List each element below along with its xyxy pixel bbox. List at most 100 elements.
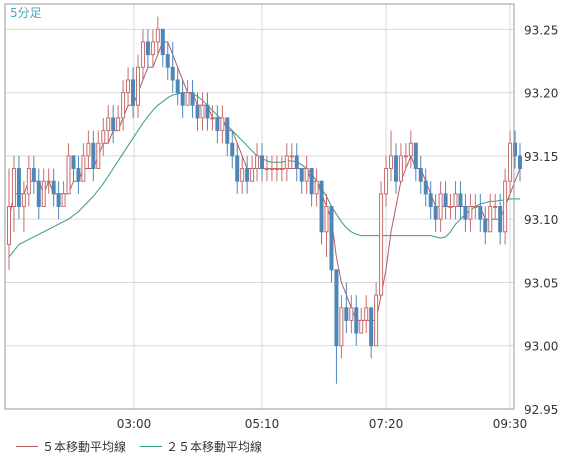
candle-body-down xyxy=(190,92,195,106)
candle-body-up xyxy=(11,168,16,207)
candle-body-down xyxy=(329,206,334,271)
candle-body-up xyxy=(66,155,71,195)
candle-body-down xyxy=(56,193,61,207)
candle-body-up xyxy=(274,168,279,171)
candle-body-down xyxy=(294,155,299,170)
candle-body-down xyxy=(319,180,324,233)
candle-body-up xyxy=(389,155,394,170)
moving-average-lines xyxy=(8,41,521,321)
legend-label-ma25: ２５本移動平均線 xyxy=(166,440,263,454)
x-tick-label: 07:20 xyxy=(369,417,404,431)
candle-body-up xyxy=(403,155,408,158)
candle-body-up xyxy=(314,180,319,195)
candle-body-up xyxy=(508,142,513,182)
legend-swatch-ma5 xyxy=(16,446,38,447)
candle-body-up xyxy=(269,168,274,171)
y-tick-label: 93.05 xyxy=(524,276,558,290)
candle-body-down xyxy=(344,307,349,321)
candle-body-up xyxy=(304,168,309,182)
candle-body-up xyxy=(359,319,364,334)
candle-body-down xyxy=(498,206,503,233)
candle-body-down xyxy=(260,155,265,170)
candle-body-up xyxy=(473,206,478,208)
plot-frame xyxy=(4,3,515,410)
legend-item-ma25: ２５本移動平均線 xyxy=(140,438,262,455)
y-tick-label: 93.00 xyxy=(524,340,558,354)
candle-body-up xyxy=(379,193,384,296)
x-tick-label: 09:30 xyxy=(493,417,528,431)
candle-body-down xyxy=(423,180,428,195)
y-tick-label: 93.15 xyxy=(524,150,558,164)
candle-body-down xyxy=(443,193,448,207)
candle-body-up xyxy=(140,41,145,68)
candle-body-down xyxy=(175,79,180,94)
candle-body-up xyxy=(220,117,225,132)
candle-body-down xyxy=(111,117,116,132)
candle-body-up xyxy=(126,79,131,94)
candle-body-up xyxy=(86,142,91,157)
candle-body-up xyxy=(408,142,413,157)
candle-body-down xyxy=(354,307,359,334)
candle-body-down xyxy=(145,41,150,56)
candle-body-down xyxy=(433,206,438,220)
candle-body-up xyxy=(21,193,26,207)
candle-body-up xyxy=(324,206,329,233)
candle-body-down xyxy=(91,142,96,170)
candle-body-down xyxy=(393,155,398,182)
candle-body-down xyxy=(334,269,339,347)
y-tick-label: 92.95 xyxy=(524,403,558,417)
candle-body-down xyxy=(413,142,418,170)
x-axis-ticks: 03:00 05:10 07:20 09:30 xyxy=(117,417,528,431)
candle-body-up xyxy=(250,168,255,182)
candle-body-down xyxy=(309,168,314,195)
candle-body-down xyxy=(131,79,136,106)
candle-body-down xyxy=(51,180,56,195)
candle-body-up xyxy=(26,168,31,195)
candle-body-up xyxy=(448,206,453,208)
candle-body-up xyxy=(468,206,473,220)
candle-body-up xyxy=(200,104,205,119)
candle-body-down xyxy=(215,117,220,132)
y-tick-label: 93.20 xyxy=(524,87,558,101)
candle-body-down xyxy=(483,218,488,233)
candle-body-down xyxy=(180,92,185,106)
candle-body-down xyxy=(463,206,468,220)
candles xyxy=(7,16,522,384)
y-tick-label: 93.10 xyxy=(524,213,558,227)
candle-body-down xyxy=(418,168,423,182)
x-tick-label: 03:00 xyxy=(117,417,152,431)
candle-body-down xyxy=(458,193,463,207)
candle-body-up xyxy=(255,155,260,170)
candle-body-up xyxy=(264,168,269,171)
candle-body-down xyxy=(225,117,230,144)
candle-body-up xyxy=(185,92,190,106)
candle-body-up xyxy=(339,307,344,347)
y-axis-ticks: 93.25 93.20 93.15 93.10 93.05 93.00 92.95 xyxy=(524,23,558,417)
candle-body-down xyxy=(160,28,165,56)
candle-body-down xyxy=(428,193,433,207)
candle-body-down xyxy=(205,104,210,119)
legend: ５本移動平均線 ２５本移動平均線 xyxy=(16,438,262,455)
candle-body-up xyxy=(364,307,369,321)
candle-body-up xyxy=(150,41,155,56)
candle-body-up xyxy=(438,193,443,220)
candle-body-up xyxy=(155,28,160,43)
candle-body-up xyxy=(101,130,106,144)
candle-body-up xyxy=(453,193,458,207)
candle-body-up xyxy=(121,92,126,119)
candle-body-down xyxy=(245,168,250,182)
candle-body-down xyxy=(31,168,36,182)
candle-body-down xyxy=(165,54,170,68)
candle-body-down xyxy=(195,104,200,119)
candle-body-up xyxy=(106,117,111,132)
candle-body-up xyxy=(116,117,121,132)
candle-body-down xyxy=(478,206,483,220)
y-tick-label: 93.25 xyxy=(524,23,558,37)
candle-body-down xyxy=(76,168,81,182)
candle-body-down xyxy=(71,155,76,170)
candle-body-up xyxy=(284,155,289,170)
interval-label: 5分足 xyxy=(10,6,42,20)
legend-item-ma5: ５本移動平均線 xyxy=(16,438,126,455)
